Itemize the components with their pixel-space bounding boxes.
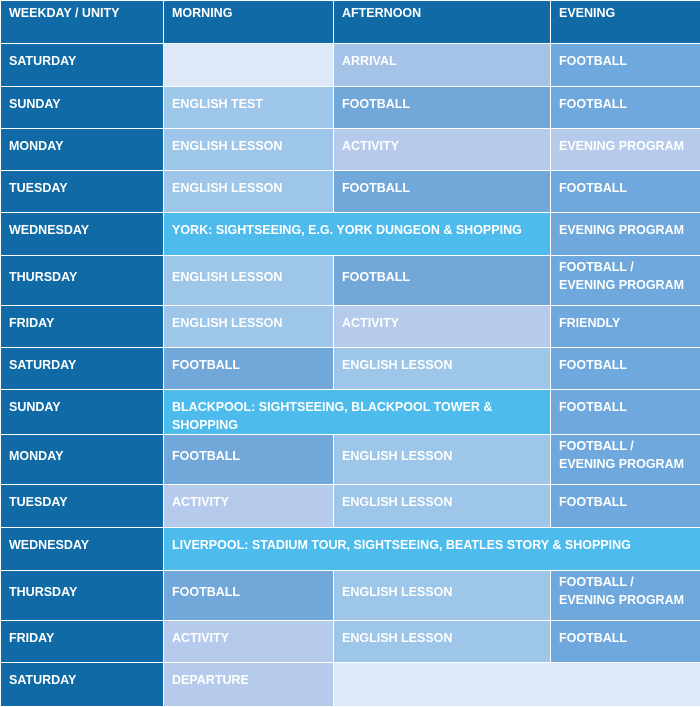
- evening-cell: FOOTBALL: [551, 171, 700, 213]
- header-afternoon: AFTERNOON: [334, 1, 551, 44]
- empty-cell: [164, 44, 334, 87]
- morning-cell: ENGLISH TEST: [164, 87, 334, 129]
- day-cell: TUESDAY: [1, 485, 164, 528]
- day-cell: THURSDAY: [1, 256, 164, 306]
- day-cell: WEDNESDAY: [1, 528, 164, 571]
- evening-cell: FRIENDLY: [551, 306, 700, 348]
- morning-cell: FOOTBALL: [164, 435, 334, 485]
- day-cell: WEDNESDAY: [1, 213, 164, 256]
- day-cell: MONDAY: [1, 129, 164, 171]
- table-row: THURSDAY ENGLISH LESSON FOOTBALL FOOTBAL…: [1, 256, 700, 306]
- excursion-cell: LIVERPOOL: STADIUM TOUR, SIGHTSEEING, BE…: [164, 528, 700, 571]
- day-cell: FRIDAY: [1, 306, 164, 348]
- afternoon-cell: ARRIVAL: [334, 44, 551, 87]
- day-cell: MONDAY: [1, 435, 164, 485]
- table-row: SUNDAY ENGLISH TEST FOOTBALL FOOTBALL: [1, 87, 700, 129]
- day-cell: SATURDAY: [1, 44, 164, 87]
- excursion-cell: BLACKPOOL: SIGHTSEEING, BLACKPOOL TOWER …: [164, 390, 551, 435]
- evening-cell: FOOTBALL: [551, 348, 700, 390]
- morning-cell: ENGLISH LESSON: [164, 171, 334, 213]
- morning-cell: ENGLISH LESSON: [164, 129, 334, 171]
- table-row: MONDAY ENGLISH LESSON ACTIVITY EVENING P…: [1, 129, 700, 171]
- header-row: WEEKDAY / UNITY MORNING AFTERNOON EVENIN…: [1, 1, 700, 44]
- header-evening: EVENING: [551, 1, 700, 44]
- evening-cell: FOOTBALL: [551, 87, 700, 129]
- evening-cell: FOOTBALL / EVENING PROGRAM: [551, 435, 700, 485]
- afternoon-cell: FOOTBALL: [334, 171, 551, 213]
- afternoon-cell: ENGLISH LESSON: [334, 485, 551, 528]
- afternoon-cell: ACTIVITY: [334, 129, 551, 171]
- table-row: TUESDAY ENGLISH LESSON FOOTBALL FOOTBALL: [1, 171, 700, 213]
- evening-cell: EVENING PROGRAM: [551, 213, 700, 256]
- table-row: FRIDAY ACTIVITY ENGLISH LESSON FOOTBALL: [1, 621, 700, 663]
- morning-cell: FOOTBALL: [164, 348, 334, 390]
- evening-cell: FOOTBALL: [551, 485, 700, 528]
- morning-cell: ACTIVITY: [164, 485, 334, 528]
- excursion-cell: YORK: SIGHTSEEING, E.G. YORK DUNGEON & S…: [164, 213, 551, 256]
- morning-cell: FOOTBALL: [164, 571, 334, 621]
- morning-cell: DEPARTURE: [164, 663, 334, 707]
- afternoon-cell: FOOTBALL: [334, 87, 551, 129]
- afternoon-cell: ENGLISH LESSON: [334, 571, 551, 621]
- evening-cell: FOOTBALL: [551, 390, 700, 435]
- empty-cell: [334, 663, 700, 707]
- afternoon-cell: ENGLISH LESSON: [334, 435, 551, 485]
- header-weekday: WEEKDAY / UNITY: [1, 1, 164, 44]
- day-cell: SATURDAY: [1, 663, 164, 707]
- evening-cell: FOOTBALL / EVENING PROGRAM: [551, 571, 700, 621]
- evening-cell: FOOTBALL: [551, 621, 700, 663]
- day-cell: SATURDAY: [1, 348, 164, 390]
- table-row: SATURDAY FOOTBALL ENGLISH LESSON FOOTBAL…: [1, 348, 700, 390]
- header-morning: MORNING: [164, 1, 334, 44]
- evening-cell: FOOTBALL: [551, 44, 700, 87]
- table-row: THURSDAY FOOTBALL ENGLISH LESSON FOOTBAL…: [1, 571, 700, 621]
- day-cell: SUNDAY: [1, 87, 164, 129]
- morning-cell: ACTIVITY: [164, 621, 334, 663]
- table-row: SATURDAY DEPARTURE: [1, 663, 700, 707]
- table-row: SATURDAY ARRIVAL FOOTBALL: [1, 44, 700, 87]
- table-row: MONDAY FOOTBALL ENGLISH LESSON FOOTBALL …: [1, 435, 700, 485]
- morning-cell: ENGLISH LESSON: [164, 306, 334, 348]
- evening-cell: EVENING PROGRAM: [551, 129, 700, 171]
- afternoon-cell: ACTIVITY: [334, 306, 551, 348]
- table-row: WEDNESDAY LIVERPOOL: STADIUM TOUR, SIGHT…: [1, 528, 700, 571]
- day-cell: SUNDAY: [1, 390, 164, 435]
- afternoon-cell: ENGLISH LESSON: [334, 348, 551, 390]
- table-row: TUESDAY ACTIVITY ENGLISH LESSON FOOTBALL: [1, 485, 700, 528]
- evening-cell: FOOTBALL / EVENING PROGRAM: [551, 256, 700, 306]
- table-row: SUNDAY BLACKPOOL: SIGHTSEEING, BLACKPOOL…: [1, 390, 700, 435]
- day-cell: THURSDAY: [1, 571, 164, 621]
- afternoon-cell: FOOTBALL: [334, 256, 551, 306]
- day-cell: FRIDAY: [1, 621, 164, 663]
- morning-cell: ENGLISH LESSON: [164, 256, 334, 306]
- table-row: FRIDAY ENGLISH LESSON ACTIVITY FRIENDLY: [1, 306, 700, 348]
- afternoon-cell: ENGLISH LESSON: [334, 621, 551, 663]
- day-cell: TUESDAY: [1, 171, 164, 213]
- table-row: WEDNESDAY YORK: SIGHTSEEING, E.G. YORK D…: [1, 213, 700, 256]
